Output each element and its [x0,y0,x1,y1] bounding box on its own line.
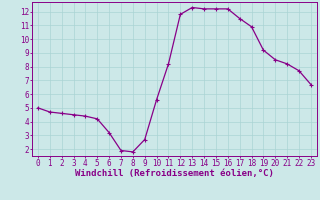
X-axis label: Windchill (Refroidissement éolien,°C): Windchill (Refroidissement éolien,°C) [75,169,274,178]
